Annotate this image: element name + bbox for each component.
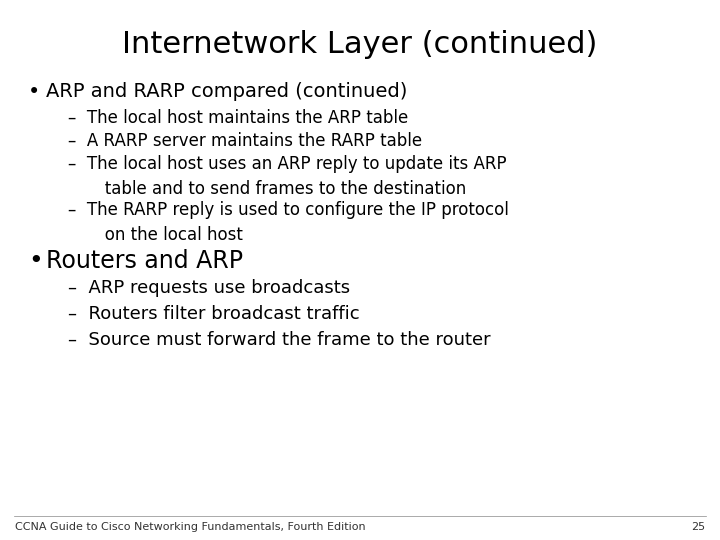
Text: –  A RARP server maintains the RARP table: – A RARP server maintains the RARP table bbox=[68, 132, 422, 150]
Text: CCNA Guide to Cisco Networking Fundamentals, Fourth Edition: CCNA Guide to Cisco Networking Fundament… bbox=[15, 522, 366, 532]
Text: 25: 25 bbox=[691, 522, 705, 532]
Text: •: • bbox=[28, 249, 42, 273]
Text: –  The RARP reply is used to configure the IP protocol
       on the local host: – The RARP reply is used to configure th… bbox=[68, 201, 509, 244]
Text: –  The local host uses an ARP reply to update its ARP
       table and to send f: – The local host uses an ARP reply to up… bbox=[68, 155, 507, 198]
Text: –  Routers filter broadcast traffic: – Routers filter broadcast traffic bbox=[68, 305, 359, 323]
Text: •: • bbox=[28, 82, 40, 102]
Text: ARP and RARP compared (continued): ARP and RARP compared (continued) bbox=[46, 82, 408, 101]
Text: –  ARP requests use broadcasts: – ARP requests use broadcasts bbox=[68, 279, 350, 297]
Text: –  Source must forward the frame to the router: – Source must forward the frame to the r… bbox=[68, 331, 490, 349]
Text: Routers and ARP: Routers and ARP bbox=[46, 249, 243, 273]
Text: Internetwork Layer (continued): Internetwork Layer (continued) bbox=[122, 30, 598, 59]
Text: –  The local host maintains the ARP table: – The local host maintains the ARP table bbox=[68, 109, 408, 127]
